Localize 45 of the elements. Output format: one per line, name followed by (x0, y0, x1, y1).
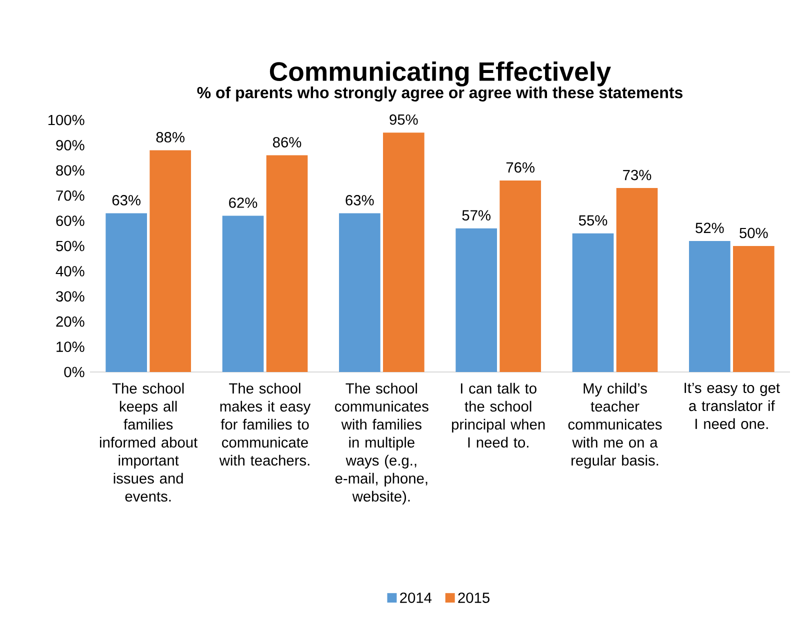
data-label: 50% (740, 228, 768, 238)
bar (689, 241, 730, 372)
data-label: 73% (623, 170, 652, 180)
data-label: 63% (112, 195, 140, 206)
y-tick-label: 40% (56, 266, 84, 277)
chart-subtitle: % of parents who strongly agree or agree with these statements (197, 86, 682, 102)
data-label: 88% (156, 132, 184, 143)
y-tick-label: 0% (64, 366, 84, 378)
bar (616, 188, 658, 372)
chart-title: Communicating Effectively (270, 62, 611, 87)
bar (150, 150, 192, 372)
bar (266, 155, 308, 372)
y-tick-label: 100% (48, 114, 84, 126)
y-tick-label: 50% (56, 240, 84, 252)
legend-label: 2014 (400, 592, 432, 604)
bar (383, 132, 424, 372)
x-tick-label: It’s easy to get a translator if I need one. (684, 383, 780, 430)
y-tick-label: 10% (56, 342, 84, 352)
data-label: 86% (272, 137, 302, 148)
data-label: 95% (390, 114, 418, 125)
x-tick-label: The school communicates with families in multiple ways (e.g., e-mail, phone, website). (335, 383, 428, 505)
data-label: 57% (462, 210, 490, 221)
x-tick-label: The school keeps all families informed about important issues and events. (100, 383, 198, 502)
y-tick-label: 60% (56, 216, 84, 226)
x-tick-label: I can talk to the school principal when I need to. (452, 383, 545, 448)
legend-label: 2015 (458, 592, 490, 604)
bar (733, 246, 774, 372)
y-tick-label: 70% (56, 190, 84, 201)
data-label: 76% (506, 162, 534, 173)
y-tick-label: 90% (56, 140, 84, 151)
bar (106, 213, 148, 372)
y-tick-label: 30% (56, 291, 84, 302)
bar (572, 234, 614, 372)
bar (339, 213, 380, 372)
x-tick-label: My child’s teacher communicates with me on a regular basis. (568, 383, 662, 469)
bar (500, 180, 542, 372)
data-label: 55% (578, 215, 608, 226)
data-label: 63% (346, 195, 374, 206)
bar (456, 228, 498, 372)
data-label: 62% (229, 198, 258, 208)
y-tick-label: 20% (56, 316, 84, 327)
y-tick-label: 80% (56, 165, 84, 176)
data-label: 52% (696, 222, 724, 234)
x-tick-label: The school makes it easy for families to communicate with teachers. (219, 383, 311, 466)
bar (222, 216, 264, 372)
